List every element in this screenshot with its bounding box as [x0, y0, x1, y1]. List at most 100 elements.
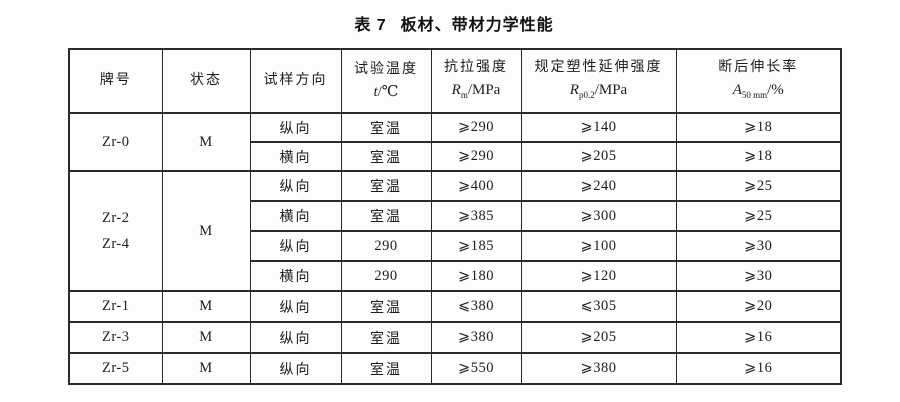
header-elongation-formula: A50 mm/% [677, 80, 841, 105]
header-tensile-label: 抗拉强度 [444, 59, 508, 75]
elongation-cell: ⩾18 [675, 112, 842, 143]
mechanical-properties-table: 牌号 状态 试样方向 试验温度 t/℃ 抗拉强度 Rm/MPa 规定塑性延伸强度… [68, 48, 842, 385]
elongation-subscript: 50 mm [741, 89, 768, 100]
header-elongation-label: 断后伸长率 [718, 59, 799, 75]
state-cell: M [161, 170, 251, 292]
direction-cell: 横向 [249, 200, 342, 232]
header-yield: 规定塑性延伸强度 Rp0.2/MPa [520, 48, 677, 114]
temperature-cell: 室温 [340, 290, 432, 323]
temperature-cell: 室温 [340, 200, 432, 232]
temperature-cell: 290 [340, 260, 432, 292]
yield-subscript: p0.2 [578, 89, 595, 100]
table-row: Zr-1 M 纵向 室温 ⩽380 ⩽305 ⩾20 [68, 290, 842, 323]
table-row: 纵向 290 ⩾185 ⩾100 ⩾30 [69, 230, 842, 262]
tensile-cell: ⩾290 [430, 141, 522, 172]
table-row: 横向 290 ⩾180 ⩾120 ⩾30 [69, 260, 842, 292]
tensile-cell: ⩾180 [430, 260, 522, 292]
yield-cell: ⩽305 [520, 290, 677, 323]
elongation-cell: ⩾30 [675, 230, 842, 262]
header-tensile: 抗拉强度 Rm/MPa [430, 48, 522, 114]
elongation-cell: ⩾25 [675, 170, 842, 202]
elongation-cell: ⩾30 [675, 260, 842, 292]
elongation-unit: /% [767, 81, 784, 98]
header-temperature-formula: t/℃ [342, 82, 431, 102]
yield-cell: ⩾205 [520, 141, 677, 172]
tensile-cell: ⩾380 [430, 321, 522, 354]
table-name: 板材、带材力学性能 [400, 17, 554, 34]
direction-cell: 纵向 [249, 112, 342, 143]
elongation-cell: ⩾16 [675, 352, 842, 385]
yield-cell: ⩾380 [520, 352, 677, 385]
header-grade: 牌号 [68, 48, 163, 114]
temperature-cell: 290 [340, 230, 432, 262]
yield-unit: /MPa [594, 81, 628, 98]
header-temperature-label: 试验温度 [354, 62, 418, 77]
tensile-cell: ⩾385 [430, 200, 522, 232]
grade-cell: Zr-3 [68, 321, 163, 354]
header-temperature: 试验温度 t/℃ [340, 48, 432, 114]
elongation-cell: ⩾16 [675, 321, 842, 354]
direction-cell: 纵向 [249, 290, 342, 323]
table-row: 横向 室温 ⩾290 ⩾205 ⩾18 [69, 141, 842, 172]
tensile-cell: ⩾400 [430, 170, 522, 202]
temperature-cell: 室温 [340, 170, 432, 202]
header-state: 状态 [161, 48, 251, 114]
state-cell: M [161, 352, 251, 385]
tensile-cell: ⩾550 [430, 352, 522, 385]
state-cell: M [161, 321, 251, 354]
direction-cell: 纵向 [249, 170, 342, 202]
direction-cell: 横向 [249, 141, 342, 172]
header-direction-label: 试样方向 [263, 73, 328, 88]
state-cell: M [161, 290, 251, 323]
direction-cell: 纵向 [249, 321, 342, 354]
header-direction: 试样方向 [249, 48, 342, 114]
table-row: Zr-2 Zr-4 M 纵向 室温 ⩾400 ⩾240 ⩾25 [68, 170, 842, 292]
elongation-symbol: A [732, 81, 742, 98]
direction-cell: 横向 [249, 260, 342, 292]
tensile-subscript: m [460, 89, 468, 100]
temperature-cell: 室温 [340, 112, 432, 143]
yield-cell: ⩾100 [520, 230, 677, 262]
table-title: 表 7 板材、带材力学性能 [0, 11, 900, 35]
temperature-cell: 室温 [340, 321, 432, 354]
table-row: Zr-5 M 纵向 室温 ⩾550 ⩾380 ⩾16 [68, 352, 842, 385]
elongation-cell: ⩾18 [675, 141, 842, 172]
tensile-cell: ⩾185 [430, 230, 522, 262]
temperature-unit: /℃ [377, 84, 399, 100]
direction-cell: 纵向 [249, 352, 342, 385]
header-tensile-formula: Rm/MPa [432, 80, 521, 105]
yield-cell: ⩾120 [520, 260, 677, 292]
state-cell: M [161, 112, 251, 172]
yield-cell: ⩾240 [520, 170, 677, 202]
yield-cell: ⩾205 [520, 321, 677, 354]
temperature-cell: 室温 [340, 352, 432, 385]
temperature-symbol: t [373, 84, 378, 100]
header-yield-formula: Rp0.2/MPa [522, 80, 676, 105]
grade-cell: Zr-0 [68, 112, 163, 172]
table-row: Zr-3 M 纵向 室温 ⩾380 ⩾205 ⩾16 [68, 321, 842, 354]
yield-cell: ⩾300 [520, 200, 677, 232]
table-row: 横向 室温 ⩾385 ⩾300 ⩾25 [69, 200, 842, 232]
direction-cell: 纵向 [249, 230, 342, 262]
yield-cell: ⩾140 [520, 112, 677, 143]
header-row: 牌号 状态 试样方向 试验温度 t/℃ 抗拉强度 Rm/MPa 规定塑性延伸强度… [68, 48, 842, 114]
temperature-cell: 室温 [340, 141, 432, 172]
grade-cell: Zr-5 [68, 352, 163, 385]
tensile-cell: ⩾290 [430, 112, 522, 143]
tensile-symbol: R [451, 81, 461, 98]
elongation-cell: ⩾25 [675, 200, 842, 232]
header-grade-label: 牌号 [99, 73, 132, 88]
tensile-cell: ⩽380 [430, 290, 522, 323]
header-yield-label: 规定塑性延伸强度 [534, 59, 663, 75]
grade-line-2: Zr-4 [102, 236, 130, 252]
yield-symbol: R [569, 81, 579, 98]
grade-line-1: Zr-2 [102, 210, 130, 226]
grade-cell: Zr-2 Zr-4 [68, 170, 163, 292]
grade-cell: Zr-1 [68, 290, 163, 323]
header-elongation: 断后伸长率 A50 mm/% [675, 48, 842, 114]
table-number: 表 7 [354, 17, 387, 34]
table-row: Zr-0 M 纵向 室温 ⩾290 ⩾140 ⩾18 [68, 112, 842, 172]
header-state-label: 状态 [190, 73, 222, 88]
tensile-unit: /MPa [467, 81, 501, 98]
elongation-cell: ⩾20 [675, 290, 842, 323]
